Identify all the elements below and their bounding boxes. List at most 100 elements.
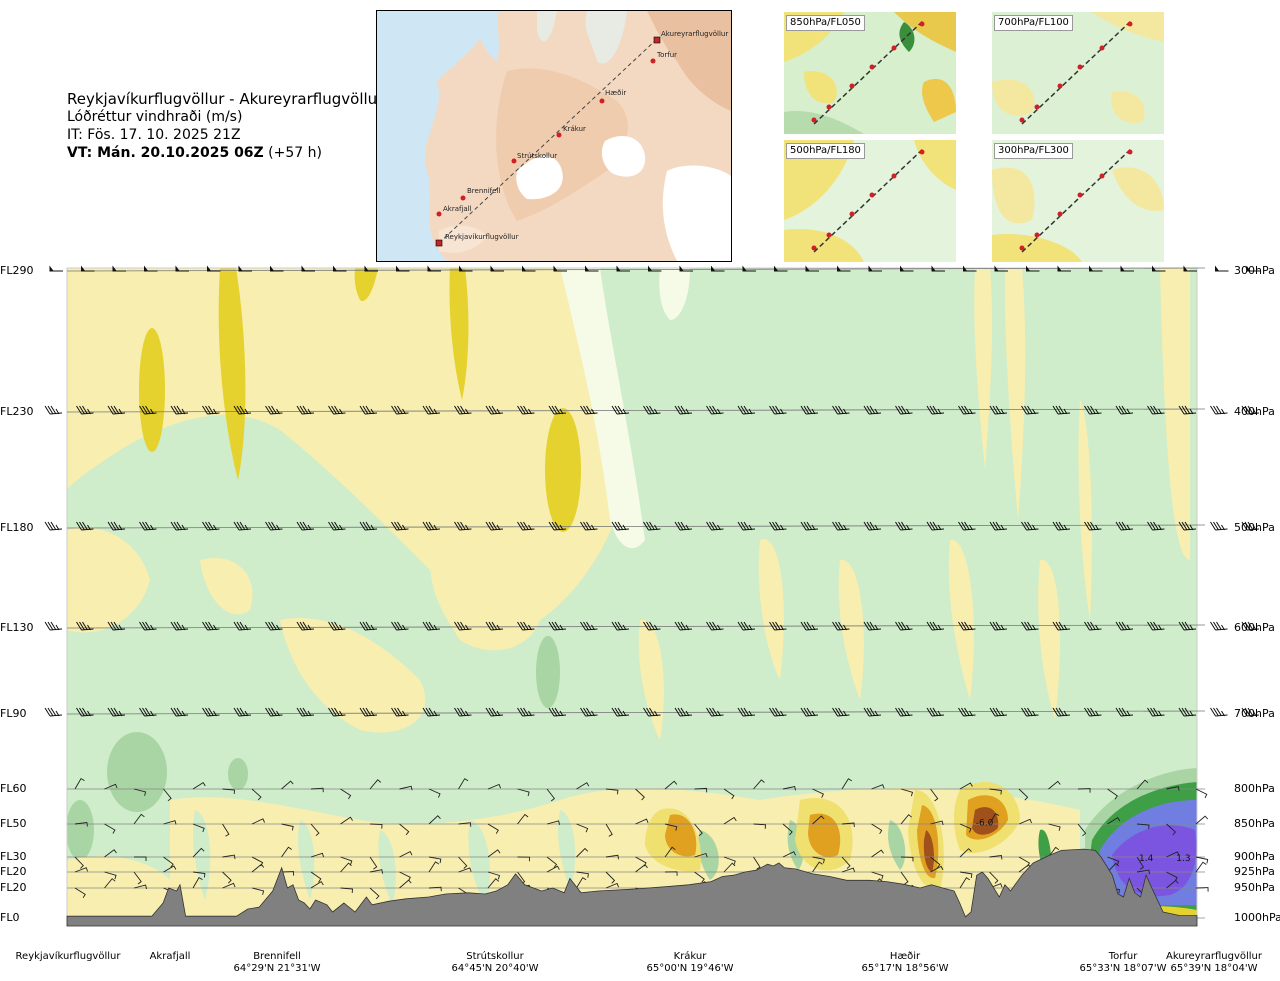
wind-barb: [104, 871, 117, 880]
panel-850hpa[interactable]: 850hPa/FL050: [784, 12, 956, 134]
wind-barb: [1084, 707, 1102, 717]
wind-barb: [310, 787, 324, 793]
wind-barb: [454, 707, 472, 717]
location-name: Hæðir: [889, 951, 921, 962]
wind-barb: [648, 265, 662, 272]
flight-level-label: FL0: [0, 911, 20, 924]
wind-barb: [1018, 788, 1029, 801]
wind-barb: [74, 856, 84, 869]
location-coordinate: 65°17'N 18°56'W: [861, 963, 949, 974]
location-name: Krákur: [673, 951, 707, 962]
wind-barb: [251, 863, 265, 873]
wind-barb: [1178, 521, 1197, 531]
wind-barb: [1195, 815, 1209, 825]
wind-barb: [1084, 521, 1102, 531]
wind-barb: [222, 854, 236, 860]
wind-barb: [694, 852, 708, 858]
wind-barb: [1052, 707, 1071, 717]
location-label: Hæðir 65°17'N 18°56'W: [862, 951, 949, 975]
wind-barb: [44, 521, 63, 531]
contour-value-label: 1.3: [1176, 854, 1190, 864]
wind-barb: [1166, 879, 1179, 889]
wind-barb: [635, 818, 649, 825]
wind-barb: [44, 405, 63, 415]
wind-barb: [1115, 405, 1134, 415]
wind-barb: [926, 707, 945, 717]
wind-barb: [139, 707, 157, 717]
wind-barb: [399, 785, 413, 791]
wind-barb: [222, 823, 230, 837]
wind-barb: [485, 521, 504, 531]
wind-barb: [585, 265, 599, 272]
wind-barb: [580, 707, 598, 717]
wind-barb: [605, 788, 619, 795]
wind-barb: [487, 783, 502, 790]
wind-barb: [310, 823, 320, 837]
wind-barb: [454, 405, 472, 415]
panel-850hpa-label: 850hPa/FL050: [786, 15, 865, 31]
wind-barb: [989, 871, 999, 884]
wind-barb: [1048, 846, 1060, 858]
wind-barb: [930, 820, 944, 826]
wind-barb: [959, 877, 971, 889]
wind-barb: [580, 521, 598, 531]
location-label: Strútskollur 64°45'N 20°40'W: [452, 951, 539, 975]
wind-barb: [133, 813, 145, 825]
wind-barb: [895, 405, 913, 415]
wind-barb: [296, 621, 315, 631]
wind-barb: [900, 814, 912, 825]
panel-500hpa-graphic: [784, 140, 956, 262]
wind-barb: [422, 521, 441, 531]
wind-barb: [1241, 707, 1260, 717]
wind-barb: [576, 871, 589, 878]
vertical-velocity-field: [67, 268, 1197, 926]
wind-barb: [1084, 405, 1102, 415]
wind-barb: [958, 521, 976, 531]
wind-barb: [296, 405, 315, 415]
wind-barb: [958, 405, 976, 415]
panel-300hpa[interactable]: 300hPa/FL300: [992, 140, 1164, 262]
wind-barb: [328, 621, 346, 631]
wind-barb: [706, 405, 724, 415]
wind-barb: [553, 265, 567, 272]
wind-barb: [800, 521, 819, 531]
wind-barb: [340, 788, 352, 800]
wind-barb: [706, 707, 724, 717]
wind-barb: [1021, 521, 1039, 531]
panel-700hpa[interactable]: 700hPa/FL100: [992, 12, 1164, 134]
wind-barb: [963, 265, 977, 272]
wind-barb: [812, 861, 823, 873]
wind-barb: [340, 816, 353, 825]
location-name: Akrafjall: [149, 951, 191, 962]
wind-barb: [664, 846, 676, 858]
wind-barb: [399, 850, 413, 858]
wind-barb: [296, 707, 315, 717]
wind-barb: [1166, 851, 1180, 858]
wind-barb: [1077, 788, 1091, 793]
wind-barb: [1136, 823, 1150, 830]
wind-barb: [576, 877, 587, 889]
wind-barb: [340, 887, 353, 894]
wind-barb: [1052, 405, 1071, 415]
wind-barb: [841, 822, 855, 828]
wind-barb: [281, 846, 292, 858]
wind-barb: [163, 865, 177, 873]
wind-barb: [487, 823, 499, 834]
level-line: [66, 624, 1206, 629]
wind-barb: [1115, 621, 1134, 631]
flight-level-label: FL20: [0, 881, 27, 894]
wind-barb: [930, 856, 941, 868]
wind-barb: [895, 621, 913, 631]
wind-barb: [170, 707, 189, 717]
panel-500hpa[interactable]: 500hPa/FL180: [784, 140, 956, 262]
location-coordinate: 65°39'N 18°04'W: [1170, 963, 1258, 974]
wind-barb: [76, 405, 94, 415]
wind-barb: [871, 784, 885, 790]
wind-barb: [202, 521, 220, 531]
wind-barb: [369, 869, 384, 874]
level-line: [66, 267, 1206, 272]
wind-barb: [359, 621, 378, 631]
wind-barb: [1021, 707, 1039, 717]
wind-barb: [769, 405, 787, 415]
wind-barb: [580, 405, 598, 415]
